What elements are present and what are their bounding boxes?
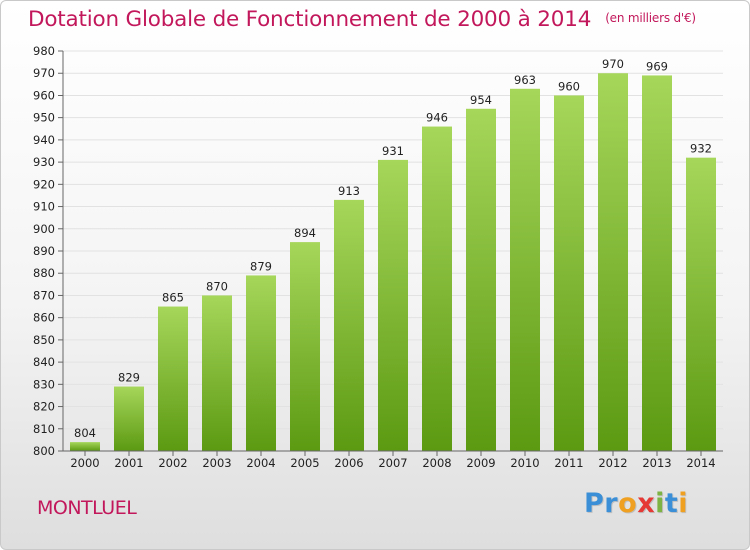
y-tick-label: 880: [33, 266, 55, 280]
data-label: 913: [338, 184, 360, 198]
logo-letter: i: [678, 488, 689, 519]
y-tick-label: 950: [33, 111, 55, 125]
x-tick-label: 2013: [642, 456, 671, 470]
y-tick-label: 850: [33, 333, 55, 347]
data-label: 870: [206, 279, 228, 293]
x-tick-label: 2006: [334, 456, 363, 470]
x-tick-label: 2012: [598, 456, 627, 470]
y-tick-label: 910: [33, 200, 55, 214]
y-tick-label: 810: [33, 422, 55, 436]
x-tick-label: 2014: [686, 456, 715, 470]
data-label: 969: [646, 59, 668, 73]
data-label: 865: [162, 291, 184, 305]
axes: 800 810 820 830 840 850 860 870 880 890 900 910 920 9…: [33, 44, 723, 470]
y-tick-label: 860: [33, 311, 55, 325]
data-label: 804: [74, 426, 96, 440]
data-label: 879: [250, 259, 272, 273]
data-label: 829: [118, 371, 140, 385]
bars: 804 829 865 870 879 894 913 931 946 954 963 960 970 9…: [70, 57, 716, 452]
logo-letter: P: [584, 488, 605, 519]
bar: [158, 306, 188, 451]
x-tick-label: 2001: [114, 456, 143, 470]
y-tick-label: 960: [33, 88, 55, 102]
data-label: 946: [426, 111, 448, 125]
y-tick-label: 890: [33, 244, 55, 258]
bar: [378, 159, 408, 451]
x-tick-label: 2010: [510, 456, 539, 470]
commune-name: MONTLUEL: [37, 497, 137, 519]
x-tick-label: 2004: [246, 456, 275, 470]
x-tick-label: 2002: [158, 456, 187, 470]
y-tick-label: 830: [33, 377, 55, 391]
x-tick-label: 2005: [290, 456, 319, 470]
bar: [510, 88, 540, 452]
bar: [642, 75, 672, 451]
y-tick-label: 980: [33, 44, 55, 58]
y-tick-label: 870: [33, 288, 55, 302]
logo-letter: t: [664, 488, 679, 519]
bar: [554, 95, 584, 451]
data-label: 970: [602, 57, 624, 71]
x-tick-label: 2003: [202, 456, 231, 470]
bar: [114, 386, 144, 451]
logo-letter: o: [618, 488, 638, 519]
bar: [466, 108, 496, 452]
y-tick-label: 930: [33, 155, 55, 169]
data-label: 963: [514, 73, 536, 87]
chart-title: Dotation Globale de Fonctionnement de 20…: [28, 7, 696, 32]
y-tick-label: 900: [33, 222, 55, 236]
data-label: 932: [690, 142, 712, 156]
y-tick-label: 840: [33, 355, 55, 369]
bar: [246, 275, 276, 451]
x-tick-label: 2007: [378, 456, 407, 470]
logo-letter: x: [637, 488, 656, 519]
y-tick-label: 940: [33, 133, 55, 147]
data-label: 960: [558, 79, 580, 93]
chart-title-text: Dotation Globale de Fonctionnement de 20…: [28, 7, 592, 32]
logo-letter: r: [604, 488, 619, 519]
bar: [70, 442, 100, 451]
bar: [290, 242, 320, 451]
y-tick-label: 800: [33, 444, 55, 458]
data-label: 931: [382, 144, 404, 158]
bar: [422, 126, 452, 452]
unit-note: (en milliers d'€): [605, 11, 696, 25]
x-tick-label: 2000: [70, 456, 99, 470]
bar: [686, 157, 716, 451]
y-tick-label: 820: [33, 400, 55, 414]
y-tick-label: 920: [33, 177, 55, 191]
x-tick-label: 2008: [422, 456, 451, 470]
logo-letter: i: [655, 488, 665, 519]
x-tick-label: 2011: [554, 456, 583, 470]
bar: [334, 199, 364, 451]
data-label: 894: [294, 226, 316, 240]
x-tick-label: 2009: [466, 456, 495, 470]
y-tick-label: 970: [33, 66, 55, 80]
bar: [202, 295, 232, 451]
data-label: 954: [470, 93, 492, 107]
bar: [598, 73, 628, 451]
proxiti-logo[interactable]: Proxiti: [584, 488, 688, 519]
